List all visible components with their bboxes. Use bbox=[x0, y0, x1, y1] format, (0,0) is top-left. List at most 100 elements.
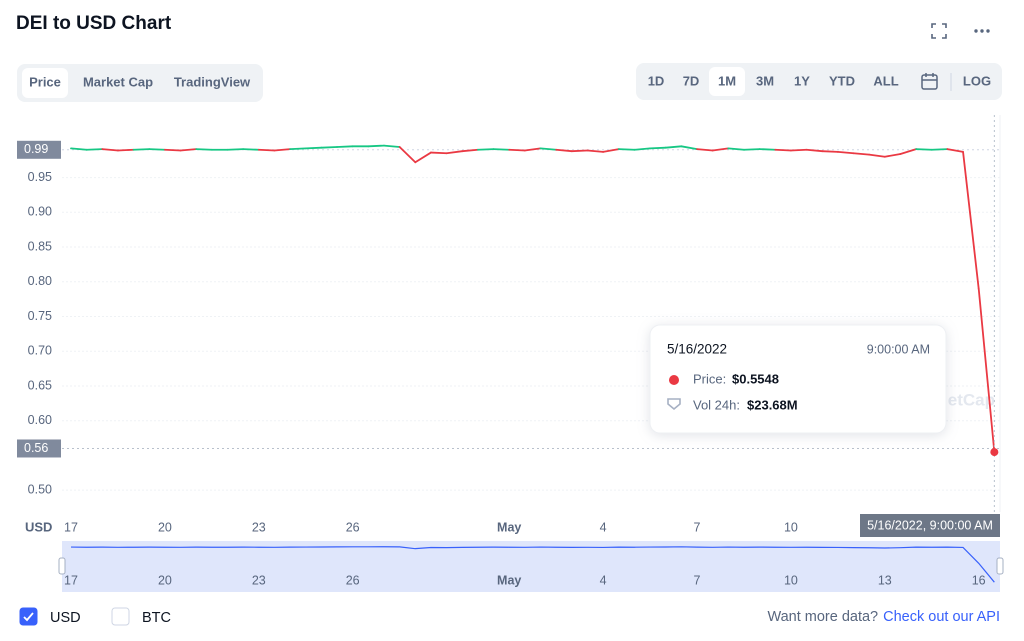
tooltip-volume-label: Vol 24h: bbox=[693, 397, 740, 412]
price-segment bbox=[617, 148, 636, 151]
navigator-tick-label: 23 bbox=[252, 573, 266, 587]
current-price-label: 0.56 bbox=[24, 441, 48, 455]
tab-active bbox=[22, 68, 68, 98]
y-tick-label: 0.85 bbox=[28, 239, 52, 253]
price-segment bbox=[226, 148, 245, 151]
price-segment bbox=[195, 148, 213, 151]
price-segment bbox=[320, 146, 338, 149]
x-tick-label: 20 bbox=[158, 520, 172, 534]
price-segment bbox=[289, 147, 307, 150]
navigator-line bbox=[70, 546, 995, 583]
range-button[interactable]: 1Y bbox=[794, 73, 810, 88]
y-tick-label: 0.50 bbox=[28, 482, 52, 496]
y-tick-label: 0.75 bbox=[28, 309, 52, 323]
checkbox[interactable] bbox=[19, 607, 38, 626]
navigator-tick-label: 16 bbox=[972, 573, 986, 587]
price-segment bbox=[743, 148, 761, 151]
tooltip-price-label: Price: bbox=[693, 371, 726, 386]
tab[interactable]: TradingView bbox=[174, 74, 251, 89]
tooltip-time: 9:00:00 AM bbox=[867, 342, 930, 356]
open-price-box bbox=[17, 140, 61, 159]
price-segment bbox=[836, 150, 855, 155]
navigator-bg bbox=[62, 541, 1000, 592]
price-segment bbox=[570, 149, 589, 153]
range-button[interactable]: LOG bbox=[963, 73, 991, 88]
x-tick-label: 26 bbox=[346, 520, 360, 534]
tooltip-date: 5/16/2022 bbox=[667, 342, 727, 357]
price-segment bbox=[555, 148, 573, 153]
x-tick-label: 10 bbox=[784, 520, 798, 534]
y-tick-label: 0.95 bbox=[28, 170, 52, 184]
api-link[interactable]: Check out our API bbox=[883, 609, 1000, 625]
checkbox[interactable] bbox=[111, 607, 130, 626]
price-segment bbox=[430, 151, 448, 155]
range-button[interactable]: 7D bbox=[683, 73, 700, 88]
price-segment bbox=[336, 145, 354, 148]
navigator-handle[interactable] bbox=[996, 557, 1004, 575]
price-segment bbox=[132, 148, 151, 151]
price-segment bbox=[696, 148, 714, 152]
price-segment bbox=[899, 148, 917, 155]
range-button[interactable]: YTD bbox=[829, 73, 855, 88]
navigator-tick-label: 4 bbox=[600, 573, 607, 587]
watermark: etCap bbox=[948, 390, 995, 409]
range-active bbox=[709, 67, 745, 96]
tooltip-volume: $23.68M bbox=[747, 397, 798, 412]
price-segment bbox=[383, 144, 401, 148]
range-button[interactable]: 1M bbox=[718, 73, 736, 88]
x-tick-label: 17 bbox=[64, 520, 78, 534]
crosshair-date-box bbox=[860, 514, 1000, 537]
price-segment bbox=[602, 148, 620, 153]
price-segment bbox=[758, 148, 777, 151]
price-segment bbox=[163, 148, 182, 152]
range-button[interactable]: 3M bbox=[756, 73, 774, 88]
price-segment bbox=[868, 153, 886, 158]
calendar-icon[interactable] bbox=[921, 73, 938, 90]
tab[interactable]: Market Cap bbox=[83, 74, 153, 89]
price-segment bbox=[367, 144, 385, 148]
currency-label: USD bbox=[50, 610, 81, 626]
price-segment bbox=[492, 148, 511, 151]
price-segment bbox=[852, 152, 871, 156]
more-icon[interactable] bbox=[974, 29, 990, 33]
checkmark bbox=[23, 612, 34, 622]
price-segment bbox=[70, 147, 88, 151]
price-segment bbox=[774, 148, 792, 152]
price-segment bbox=[946, 148, 964, 153]
price-segment bbox=[727, 147, 745, 151]
fullscreen-icon[interactable] bbox=[931, 23, 947, 39]
price-segment bbox=[273, 148, 292, 152]
more-data: Want more data? Check out our API bbox=[767, 609, 1000, 625]
range-button[interactable]: 1D bbox=[648, 73, 665, 88]
tab-bar bbox=[17, 64, 263, 102]
price-segment bbox=[805, 148, 824, 153]
price-segment bbox=[476, 148, 495, 151]
navigator-handle[interactable] bbox=[58, 557, 66, 575]
axis-label: USD bbox=[25, 519, 52, 534]
price-segment bbox=[179, 148, 198, 152]
price-segment bbox=[398, 146, 417, 164]
price-segment bbox=[930, 148, 949, 151]
price-segment bbox=[117, 148, 135, 152]
open-price-label: 0.99 bbox=[24, 142, 48, 156]
price-segment bbox=[148, 148, 166, 151]
navigator-tick-label: 7 bbox=[694, 573, 701, 587]
title: DEI to USD Chart bbox=[16, 13, 172, 34]
x-tick-label: 7 bbox=[694, 520, 701, 534]
tooltip-volume-icon bbox=[667, 398, 681, 411]
tooltip-box bbox=[649, 324, 947, 434]
tab[interactable]: Price bbox=[29, 74, 61, 89]
price-segment bbox=[711, 147, 730, 152]
range-button[interactable]: ALL bbox=[873, 73, 898, 88]
price-segment bbox=[85, 148, 104, 151]
navigator-tick-label: 26 bbox=[346, 573, 360, 587]
y-tick-label: 0.60 bbox=[28, 413, 52, 427]
price-segment bbox=[586, 149, 604, 153]
price-segment bbox=[508, 148, 526, 152]
price-segment bbox=[821, 150, 839, 153]
currency-label: BTC bbox=[142, 610, 171, 626]
navigator-tick-label: 17 bbox=[64, 573, 78, 587]
price-segment bbox=[242, 148, 260, 151]
price-segment bbox=[523, 147, 542, 152]
